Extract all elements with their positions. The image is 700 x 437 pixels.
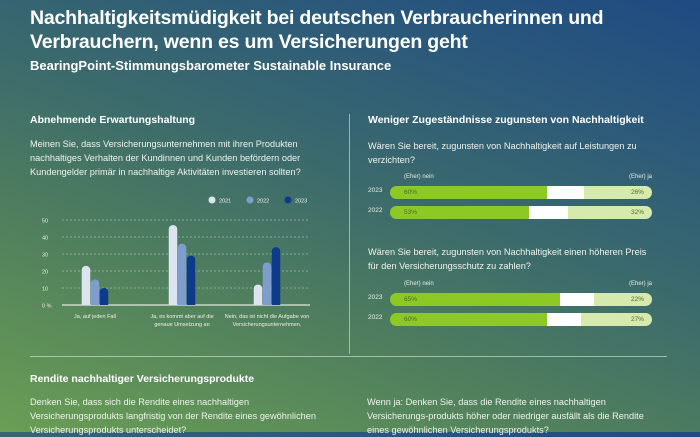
stacked-bar: 60% 26%	[390, 186, 652, 199]
value-label-no: 53%	[404, 208, 418, 216]
legend-marker-2022	[246, 196, 254, 204]
bar-base-2022-3	[262, 301, 272, 305]
bar-base-2023-1	[99, 301, 109, 305]
segment-yes: 32%	[568, 206, 652, 219]
segment-no: 53%	[390, 206, 529, 219]
left-section-question: Meinen Sie, dass Versicherungsunternehme…	[30, 139, 301, 177]
x-category-label: genaue Umsetzung an	[154, 322, 209, 328]
stacked-bar: 53% 32%	[390, 206, 652, 219]
bar-base-2022-1	[90, 301, 100, 305]
legend-marker-2021	[208, 196, 216, 204]
year-label: 2023	[368, 294, 383, 301]
stacked-bar-row: 2023 65% 22%	[368, 293, 658, 306]
bar-2021-1	[81, 265, 91, 305]
vertical-divider	[349, 114, 350, 354]
label-no: (Eher) nein	[404, 281, 434, 287]
y-tick-label: 40	[42, 236, 48, 242]
right-question-2: Wären Sie bereit, zugunsten von Nachhalt…	[368, 247, 647, 271]
year-label: 2022	[368, 314, 383, 321]
segment-no: 60%	[390, 313, 548, 326]
segment-yes: 27%	[581, 313, 652, 326]
segment-neutral	[547, 313, 582, 326]
segment-no: 65%	[390, 293, 561, 306]
y-tick-label: 20	[42, 270, 48, 276]
page-subtitle: BearingPoint-Stimmungsbarometer Sustaina…	[30, 58, 392, 73]
bar-base-2023-2	[186, 301, 196, 305]
segment-yes: 22%	[594, 293, 652, 306]
page-title: Nachhaltigkeitsmüdigkeit bei deutschen V…	[30, 7, 604, 53]
stacked-bar-row: 2022 60% 27%	[368, 313, 658, 326]
value-label-yes: 22%	[630, 295, 644, 303]
bar-base-2023-3	[271, 301, 281, 305]
bar-2022-2	[177, 243, 187, 305]
bottom-question-left: Denken Sie, dass sich die Rendite eines …	[30, 397, 317, 435]
right-section-title: Weniger Zugeständnisse zugunsten von Nac…	[368, 114, 644, 126]
bar-base-2021-3	[253, 301, 263, 305]
x-category-label: Versicherungsunternehmen.	[233, 322, 302, 328]
segment-neutral	[560, 293, 595, 306]
stacked-bar-chart-1: (Eher) nein (Eher) ja 2023 60% 26% 2022 53% 32%	[368, 174, 658, 226]
bar-base-2021-1	[81, 301, 91, 305]
bar-base-2021-2	[168, 301, 178, 305]
grouped-bar-chart: 0 % 10 20 30 40 50 2021 2022 2023 Ja, auf jeden F…	[42, 196, 310, 328]
y-tick-label: 30	[42, 253, 48, 259]
segment-neutral	[547, 186, 584, 199]
y-tick-label: 10	[42, 287, 48, 293]
bar-2022-3	[262, 262, 272, 305]
bar-2023-3	[271, 247, 281, 305]
value-label-no: 65%	[404, 295, 418, 303]
bar-2021-3	[253, 284, 263, 305]
x-category-label: Ja, auf jeden Fall	[74, 314, 116, 320]
right-question-1: Wären Sie bereit, zugunsten von Nachhalt…	[368, 141, 637, 165]
value-label-yes: 26%	[630, 188, 644, 196]
segment-yes: 26%	[583, 186, 652, 199]
stacked-bar-row: 2022 53% 32%	[368, 206, 658, 219]
bar-base-2022-2	[177, 301, 187, 305]
horizontal-divider	[30, 356, 667, 357]
legend-label-2022: 2022	[257, 199, 269, 205]
legend-label-2021: 2021	[219, 199, 231, 205]
x-category-label: Nein, das ist nicht die Aufgabe von	[225, 314, 309, 320]
y-tick-label: 50	[42, 219, 48, 225]
bottom-section-title: Rendite nachhaltiger Versicherungsproduk…	[30, 373, 255, 385]
bar-2023-2	[186, 255, 196, 305]
x-category-label: Ja, es kommt aber auf die	[150, 314, 213, 320]
bottom-question-right: Wenn ja: Denken Sie, dass die Rendite ei…	[367, 397, 644, 435]
left-section-title: Abnehmende Erwartungshaltung	[30, 114, 196, 126]
stacked-bar: 60% 27%	[390, 313, 652, 326]
bar-2021-2	[168, 225, 178, 305]
value-label-yes: 32%	[630, 208, 644, 216]
stacked-bar: 65% 22%	[390, 293, 652, 306]
label-yes: (Eher) ja	[628, 174, 652, 180]
label-yes: (Eher) ja	[628, 281, 652, 287]
bar-2022-1	[90, 279, 100, 305]
value-label-no: 60%	[404, 315, 418, 323]
bar-2023-1	[99, 288, 109, 305]
legend-marker-2023	[284, 196, 292, 204]
stacked-bar-headers: (Eher) nein (Eher) ja	[368, 281, 658, 293]
segment-no: 60%	[390, 186, 548, 199]
stacked-bar-chart-2: (Eher) nein (Eher) ja 2023 65% 22% 2022 60% 27%	[368, 281, 658, 333]
year-label: 2023	[368, 187, 383, 194]
legend-label-2023: 2023	[295, 199, 307, 205]
label-no: (Eher) nein	[404, 174, 434, 180]
stacked-bar-row: 2023 60% 26%	[368, 186, 658, 199]
stacked-bar-headers: (Eher) nein (Eher) ja	[368, 174, 658, 186]
y-tick-label: 0 %	[42, 304, 52, 310]
value-label-no: 60%	[404, 188, 418, 196]
value-label-yes: 27%	[630, 315, 644, 323]
year-label: 2022	[368, 207, 383, 214]
segment-neutral	[528, 206, 569, 219]
